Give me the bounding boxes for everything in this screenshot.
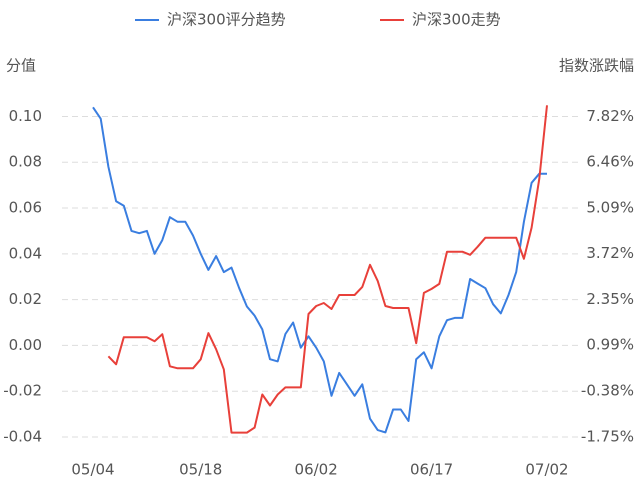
y-tick-label: 0.10 <box>9 107 42 125</box>
y-axis-title: 分值 <box>6 57 36 75</box>
y2-tick-label: 2.35% <box>586 290 634 308</box>
y2-tick-label: 5.09% <box>586 198 634 216</box>
y2-tick-label: -1.75% <box>581 428 634 446</box>
y2-tick-label: 3.72% <box>586 244 634 262</box>
legend-label: 沪深300评分趋势 <box>167 11 286 29</box>
series-line <box>92 106 547 434</box>
x-tick-label: 06/02 <box>295 461 338 479</box>
x-tick-label: 05/18 <box>179 461 222 479</box>
y-tick-label: 0.02 <box>9 290 42 308</box>
y-tick-label: -0.02 <box>3 382 42 400</box>
y-tick-label: 0.00 <box>9 336 42 354</box>
x-tick-label: 05/04 <box>71 461 114 479</box>
series-line <box>107 105 548 434</box>
y-tick-label: 0.08 <box>9 153 42 171</box>
y2-tick-label: -0.38% <box>581 382 634 400</box>
y-tick-label: -0.04 <box>3 428 42 446</box>
y2-tick-label: 6.46% <box>586 152 634 170</box>
y2-tick-label: 7.82% <box>586 107 634 125</box>
y2-axis-title: 指数涨跌幅 <box>559 57 634 75</box>
y2-tick-label: 0.99% <box>586 336 634 354</box>
y-tick-label: 0.06 <box>9 199 42 217</box>
legend-label: 沪深300走势 <box>412 11 501 29</box>
x-tick-label: 07/02 <box>525 461 568 479</box>
y-tick-label: 0.04 <box>9 244 42 262</box>
x-tick-label: 06/17 <box>410 461 453 479</box>
